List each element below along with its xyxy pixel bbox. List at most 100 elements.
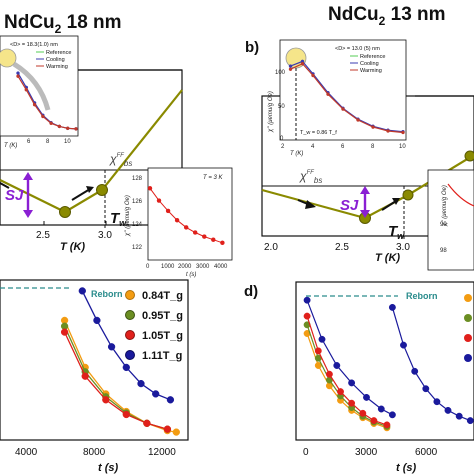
d-series-point (333, 362, 341, 369)
c-series-point (172, 428, 180, 436)
d-series-line (391, 307, 471, 422)
c-series-point (163, 425, 172, 433)
d-xlabel: t (s) (396, 462, 417, 474)
panel-b-inset-top: <D> = 13.0 (5) nm Reference Cooling Warm… (268, 39, 407, 157)
relaxation-point (220, 240, 225, 246)
inset-xlabel: t (s) (186, 272, 196, 278)
inset-ytick: 50 (278, 104, 285, 110)
warming-point (326, 92, 330, 96)
warming-point (32, 102, 37, 107)
c-xtick: 12000 (148, 447, 176, 458)
b-xlabel: T (K) (375, 252, 400, 264)
reborn-label: Reborn (406, 291, 438, 301)
c-series-point (122, 363, 130, 372)
d-series-point (363, 393, 370, 401)
d-series-point (314, 347, 322, 355)
cooling-point (288, 64, 293, 68)
inset-ytick: 126 (132, 199, 143, 205)
inset-legend-title: <D> = 18.3(1.0) nm (10, 42, 58, 48)
relaxation-point (174, 217, 180, 223)
inset-ytick: 100 (275, 70, 286, 76)
inset-xtick: 2000 (178, 264, 192, 270)
d-series-point (444, 406, 452, 414)
panel-a-inset-right: T = 3 K 128 126 124 122 0 1000 2000 3000… (125, 167, 233, 278)
title-right: NdCu2 13 nm (328, 4, 446, 28)
inset-xtick: 8 (371, 144, 375, 150)
inset-xtick: 3000 (196, 264, 210, 270)
plot-frame (0, 279, 189, 441)
inset-ytick: 124 (132, 222, 143, 228)
relaxation-point (183, 225, 189, 230)
d-series-point (370, 417, 378, 425)
c-series-point (137, 379, 145, 388)
legend-reference: Reference (46, 50, 71, 56)
c-series-point (166, 396, 175, 404)
inset-ylabel: χ'' (μemu/g Oe) (442, 185, 448, 227)
warming-point (24, 88, 29, 92)
a-main-point (59, 206, 71, 218)
warming-point (49, 121, 53, 126)
legend-label: 0.95T_g (142, 310, 183, 322)
d-series-point (466, 417, 474, 425)
c-series-point (81, 372, 89, 380)
warming-point (288, 67, 293, 71)
panel-b-inset-right: χ'' (μemu/g Oe) 99 98 (427, 169, 474, 271)
chi-ff-label: χFFbs (299, 169, 322, 185)
relaxation-point (165, 208, 171, 214)
inset-xtick: 4000 (214, 264, 228, 270)
legend-marker (125, 290, 135, 300)
inset-ylabel: χ'' (μemu/g Oe) (125, 195, 131, 237)
panel-a-inset-top: <D> = 18.3(1.0) nm Reference Cooling War… (0, 35, 79, 149)
arrow-right (71, 188, 91, 201)
d-series-point (318, 335, 326, 343)
d-xtick: 3000 (355, 447, 378, 458)
inset-xlabel: T (K) (4, 143, 17, 149)
c-series-point (102, 396, 110, 404)
legend-label: 1.11T_g (142, 350, 182, 362)
inset-xtick: 10 (64, 139, 71, 145)
c-series-point (122, 410, 130, 419)
legend-label: 0.84T_g (142, 290, 183, 302)
d-series-point (377, 405, 385, 413)
d-xtick: 0 (303, 447, 309, 458)
d-series-point (303, 296, 311, 304)
d-series-point (359, 409, 367, 417)
inset-ytick: 99 (440, 222, 447, 228)
panel-label-b: b) (245, 39, 259, 56)
reborn-label: Reborn (91, 289, 123, 299)
d-series-point (325, 370, 333, 378)
warming-point (311, 73, 315, 78)
sj-label: SJ (340, 197, 359, 214)
inset-xtick: 0 (146, 264, 150, 270)
inset-title: T = 3 K (203, 175, 224, 181)
b-main-point (402, 189, 414, 201)
inset-ytick: 98 (440, 248, 447, 254)
panel-c: Reborn 0.84T_g 0.95T_g 1.05T_g 1.11T_g 4… (0, 279, 189, 474)
inset-xtick: 10 (399, 144, 406, 150)
inset-ylabel: χ'' (μemu/g Oe) (268, 91, 274, 133)
inset-xlabel: T (K) (290, 151, 303, 157)
d-series-point (433, 398, 441, 406)
warming-point (57, 124, 62, 129)
d-series-point (422, 385, 430, 393)
legend-cooling: Cooling (46, 57, 65, 63)
inset-xtick: 4 (311, 144, 315, 150)
d-series-point (348, 399, 356, 407)
cooling-point (16, 71, 20, 75)
c-series-point (107, 343, 116, 351)
legend-reference: Reference (360, 54, 385, 60)
warming-point (341, 107, 345, 111)
c-series-point (152, 390, 160, 398)
legend-label: 1.05T_g (142, 330, 183, 342)
d-xtick: 6000 (415, 447, 438, 458)
b-xtick: 3.0 (396, 242, 410, 253)
c-xtick: 4000 (15, 447, 38, 458)
a-main-curve (0, 89, 183, 214)
panel-d: Reborn 0 3000 6000 t (s) (295, 281, 474, 474)
tw-label: Tw (388, 223, 405, 241)
warming-point (41, 114, 45, 119)
warming-point (74, 127, 78, 131)
warming-point (401, 130, 405, 135)
d-series-point (400, 341, 407, 349)
